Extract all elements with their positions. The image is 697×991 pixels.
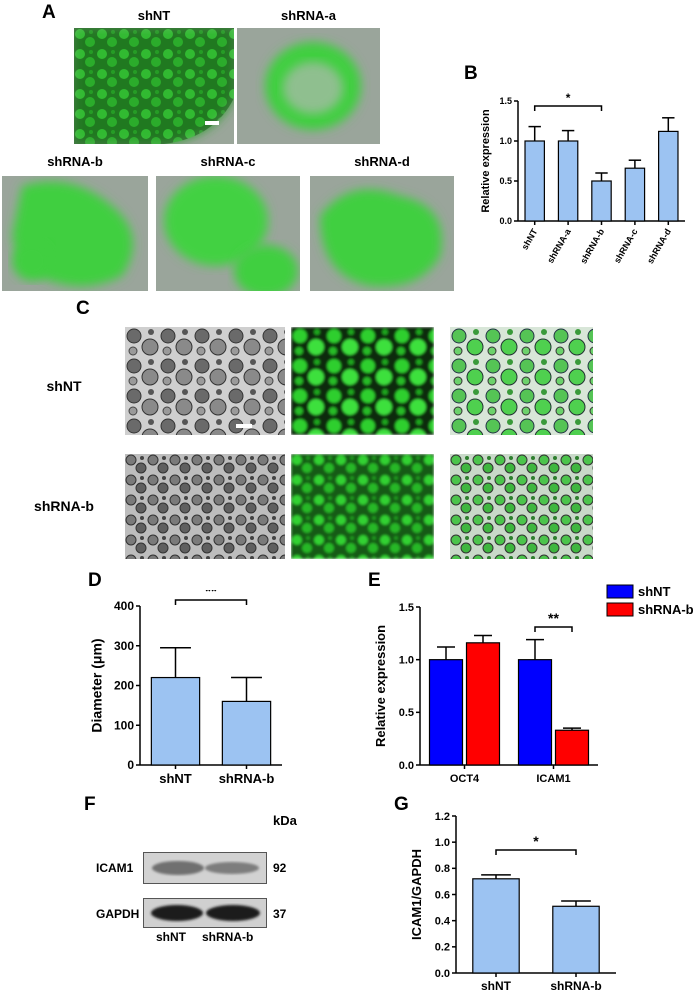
chart-g-icam1-gapdh: 0.0 0.2 0.4 0.6 0.8 1.0 1.2 ICAM1/GAPDH shNT shRN…	[409, 811, 616, 990]
legend-swatch	[606, 584, 634, 599]
x-tick-label: shRNA-d	[645, 227, 673, 265]
significance-bracket	[174, 599, 248, 605]
bar	[624, 167, 646, 222]
bar	[658, 130, 679, 222]
panel-label-e: E	[368, 570, 381, 591]
significance-bracket	[534, 626, 573, 633]
x-tick-label: shRNA-c	[612, 227, 640, 265]
micrograph-c-shnt-brightfield	[125, 327, 285, 435]
y-tick-label: 0.4	[435, 916, 451, 928]
legend-swatch	[606, 602, 634, 617]
y-axis-label: Diameter (μm)	[89, 638, 105, 732]
legend-label: shRNA-b	[638, 602, 694, 617]
x-tick-label: shRNA-a	[545, 226, 573, 265]
y-tick-label: 0.0	[499, 216, 512, 226]
panel-label-a: A	[42, 2, 56, 23]
x-tick-label: shNT	[481, 979, 512, 990]
panel-label-c: C	[76, 298, 90, 319]
blot-kda-gapdh: 37	[273, 907, 287, 921]
y-tick-label: 0.5	[399, 707, 414, 719]
x-tick-label: OCT4	[450, 773, 480, 785]
bar	[150, 676, 201, 766]
legend-label: shNT	[638, 584, 671, 599]
micrograph-a-shnt	[74, 28, 234, 144]
bar	[517, 659, 553, 766]
micrograph-a-shrna-d	[310, 176, 454, 291]
x-tick-label: ICAM1	[536, 773, 570, 785]
significance-label: **	[205, 590, 217, 600]
y-tick-label: 400	[114, 599, 134, 613]
panel-label-b: B	[464, 63, 478, 84]
panel-c-row-label-shnt: shNT	[46, 378, 82, 394]
micrograph-c-shnt-fluorescence	[291, 327, 434, 435]
y-tick-label: 1.5	[399, 602, 414, 614]
significance-bracket	[533, 105, 603, 111]
y-tick-label: 300	[114, 639, 134, 653]
blot-kda-icam1: 92	[273, 861, 287, 875]
micrograph-c-shrna-b-merge	[450, 454, 593, 559]
bar	[557, 140, 579, 222]
micrograph-c-shnt-merge	[450, 327, 593, 435]
y-tick-label: 0.0	[435, 968, 450, 980]
micrograph-a-shrna-a	[237, 28, 380, 144]
x-tick-label: shRNA-b	[578, 227, 606, 266]
y-tick-label: 1.5	[499, 96, 512, 106]
panel-c-row-label-shrna-b: shRNA-b	[34, 498, 94, 514]
y-axis-label: ICAM1/GAPDH	[409, 849, 424, 940]
micrograph-c-shrna-b-fluorescence	[291, 454, 434, 559]
micrograph-a-shrna-c	[156, 176, 300, 291]
western-blot-icam1	[143, 852, 267, 884]
significance-label: **	[548, 610, 559, 626]
chart-e-relative-expression: 0.0 0.5 1.0 1.5 Relative expression OCT4 ICAM1…	[373, 584, 694, 785]
blot-lane-label-shrna-b: shRNA-b	[202, 930, 254, 944]
blot-kda-label: kDa	[273, 813, 297, 828]
bar	[591, 180, 612, 222]
y-tick-label: 100	[114, 718, 134, 732]
bar	[465, 642, 501, 766]
panel-label-g: G	[394, 794, 409, 815]
y-tick-label: 0.6	[435, 889, 450, 901]
x-tick-label: shNT	[520, 227, 540, 252]
bar	[552, 905, 600, 974]
western-blot-gapdh	[143, 898, 267, 928]
panel-label-f: F	[84, 794, 96, 815]
x-tick-label: shNT	[159, 771, 192, 786]
bar	[428, 659, 464, 766]
panel-label-d: D	[88, 570, 102, 591]
panel-a-caption-shnt: shNT	[137, 8, 171, 23]
blot-row-label-gapdh: GAPDH	[96, 907, 140, 921]
y-tick-label: 0	[127, 758, 134, 772]
bar	[472, 878, 520, 974]
bar	[221, 700, 272, 766]
y-tick-label: 200	[114, 679, 134, 693]
x-tick-label: shRNA-b	[550, 979, 601, 990]
y-tick-label: 1.0	[435, 837, 450, 849]
micrograph-c-shrna-b-brightfield	[125, 454, 285, 559]
x-tick-label: shRNA-b	[219, 771, 275, 786]
y-tick-label: 1.2	[435, 811, 450, 823]
panel-a-caption-shrna-c: shRNA-c	[200, 154, 256, 169]
y-tick-label: 0.2	[435, 942, 450, 954]
chart-d-diameter: 0 100 200 300 400 Diameter (μm) shNT shRNA-b **	[89, 590, 282, 786]
micrograph-a-shrna-b	[2, 176, 148, 291]
significance-label: *	[566, 91, 571, 105]
blot-lane-label-shnt: shNT	[156, 930, 186, 944]
y-tick-label: 0.5	[499, 176, 512, 186]
y-tick-label: 0.0	[399, 760, 414, 772]
significance-bracket	[495, 849, 577, 855]
y-axis-label: Relative expression	[480, 109, 492, 213]
bar	[524, 140, 545, 222]
y-tick-label: 0.8	[435, 863, 450, 875]
panel-a-caption-shrna-a: shRNA-a	[281, 8, 336, 23]
significance-label: *	[533, 833, 539, 849]
panel-a-caption-shrna-d: shRNA-d	[354, 154, 410, 169]
panel-a-caption-shrna-b: shRNA-b	[47, 154, 103, 169]
y-tick-label: 1.0	[499, 136, 512, 146]
blot-row-label-icam1: ICAM1	[96, 861, 134, 875]
y-axis-label: Relative expression	[373, 625, 388, 747]
bar	[554, 729, 590, 766]
y-tick-label: 1.0	[399, 655, 414, 667]
